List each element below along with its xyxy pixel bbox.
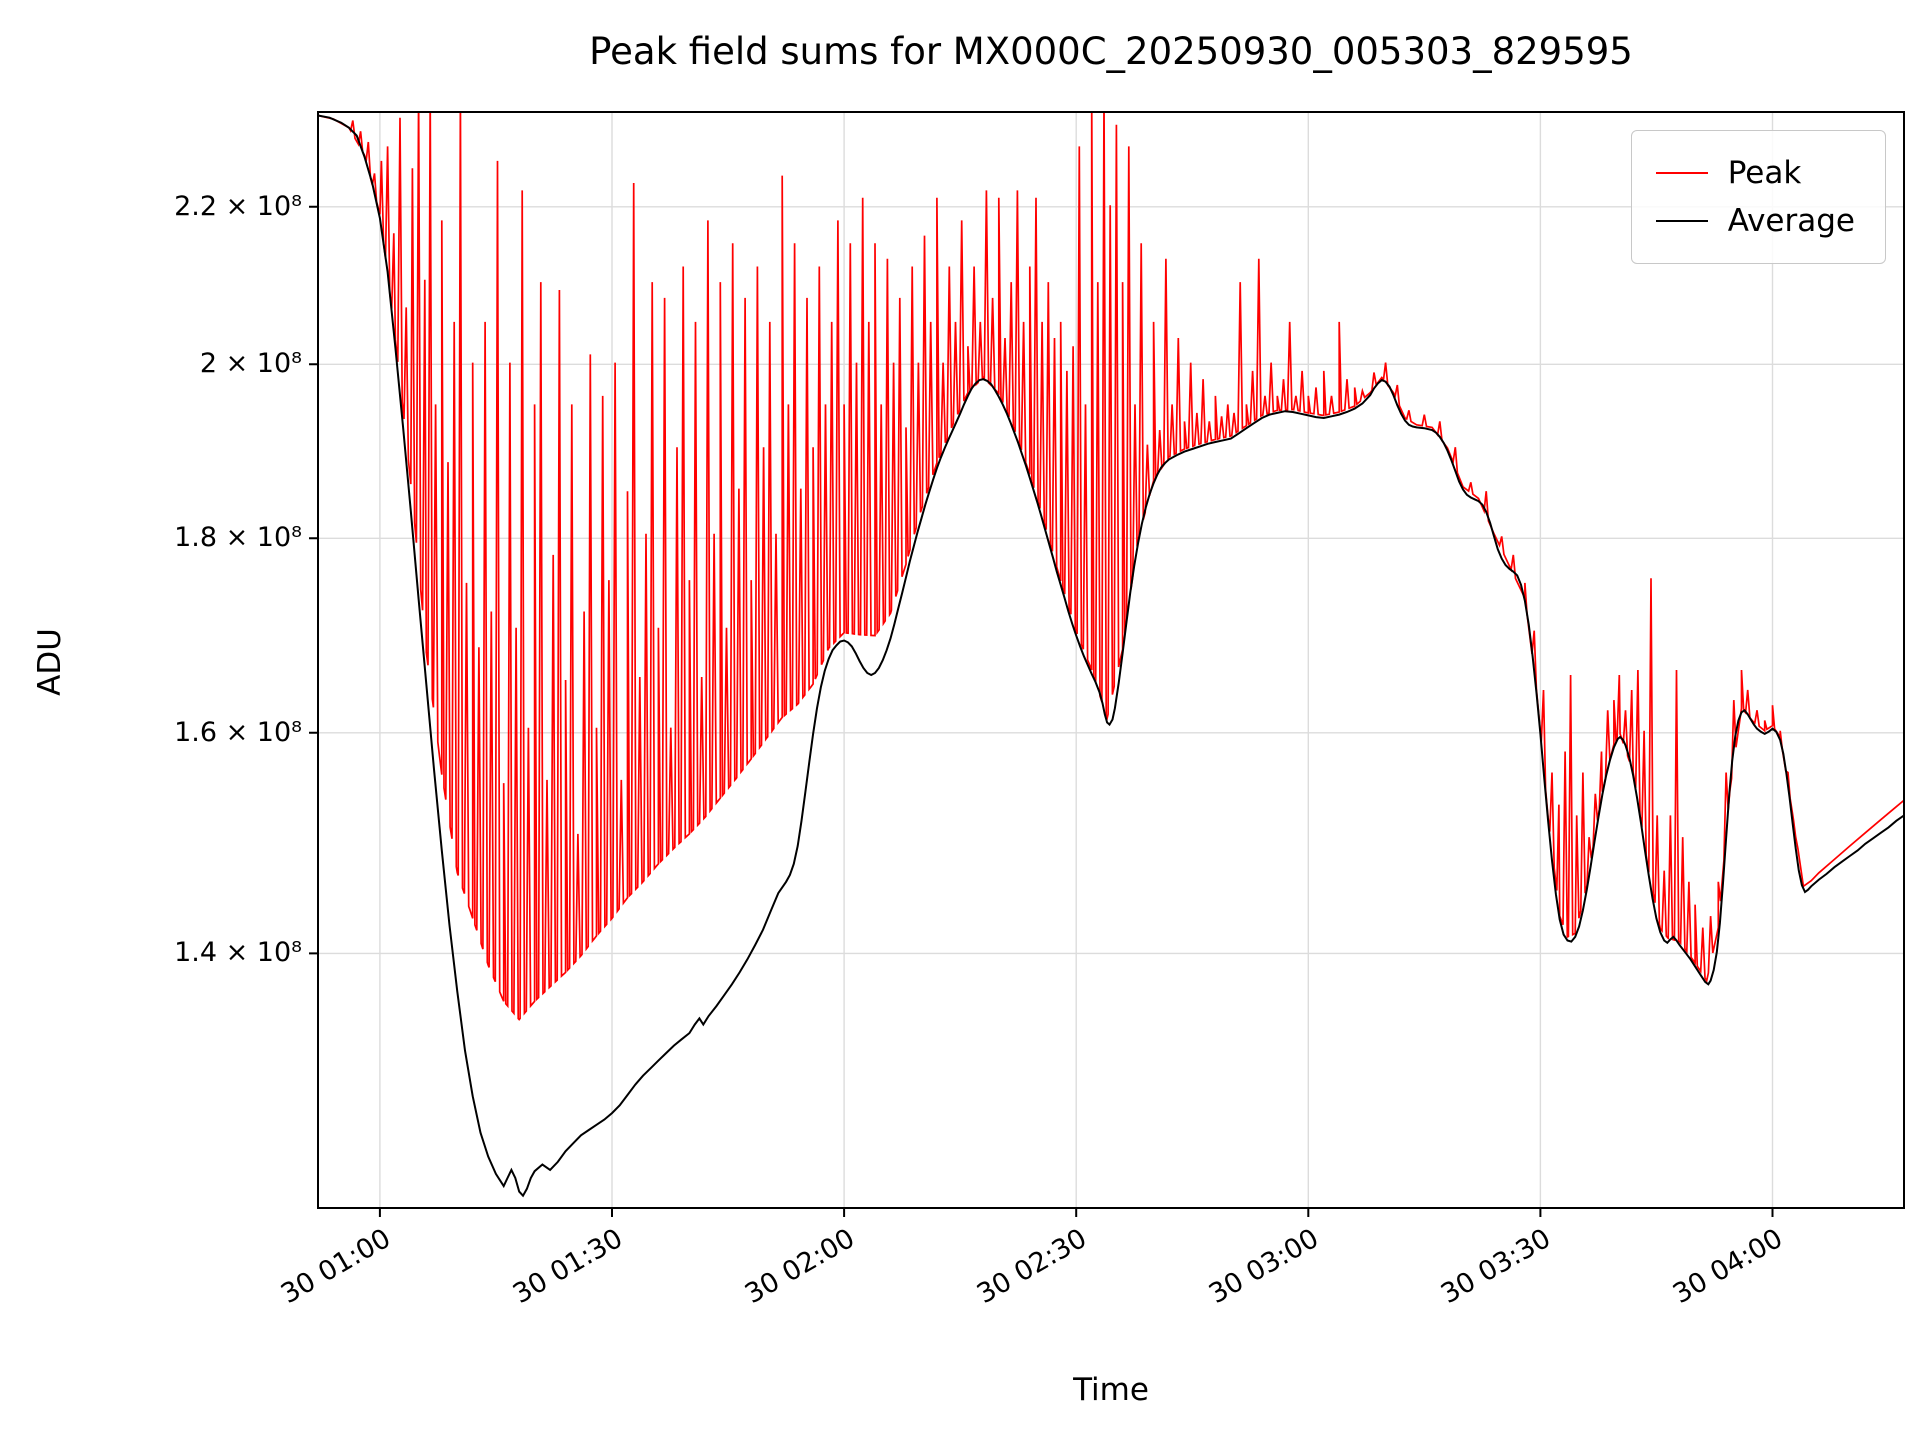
peak-line-sample xyxy=(1655,172,1708,174)
y-tick-label: 2.2 × 10⁸ xyxy=(174,190,302,222)
y-tick-label: 1.8 × 10⁸ xyxy=(174,522,302,554)
y-tick-label: 1.4 × 10⁸ xyxy=(174,937,302,969)
chart-title: Peak field sums for MX000C_20250930_0053… xyxy=(589,30,1633,73)
plot-frame xyxy=(317,111,1905,1209)
peak-series-line xyxy=(318,112,1904,1021)
x-axis-label: Time xyxy=(1073,1372,1149,1408)
legend-label-peak: Peak xyxy=(1727,155,1802,191)
average-line-sample xyxy=(1655,220,1708,222)
legend-entry-peak: Peak xyxy=(1655,149,1855,197)
y-tick-label: 2 × 10⁸ xyxy=(199,348,302,380)
y-tick-label: 1.6 × 10⁸ xyxy=(174,716,302,748)
legend-label-average: Average xyxy=(1727,203,1855,239)
legend-entry-average: Average xyxy=(1655,197,1855,245)
average-series-line xyxy=(318,114,1904,1198)
legend: Peak Average xyxy=(1630,130,1886,264)
axis-tick-marks xyxy=(309,205,1774,1217)
